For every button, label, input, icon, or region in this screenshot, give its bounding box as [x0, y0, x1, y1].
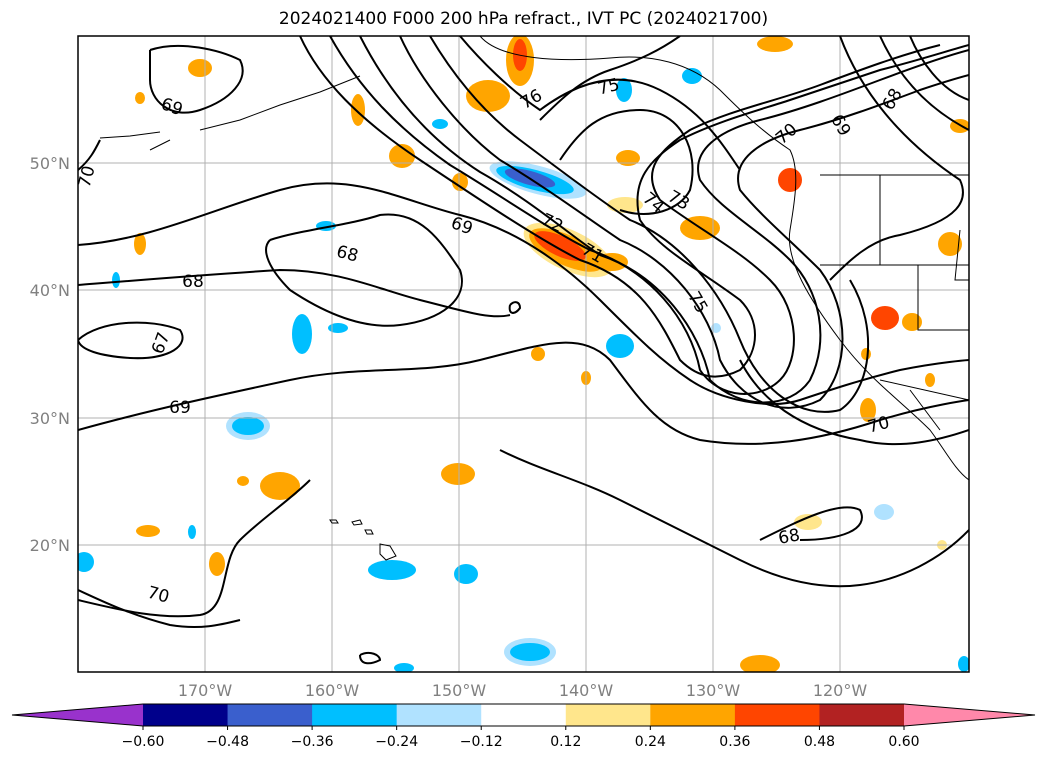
contour-label: 69 — [169, 398, 191, 418]
gridlines — [78, 36, 969, 672]
lon-label-150w: 150°W — [432, 681, 487, 700]
shading-patch — [860, 398, 876, 422]
shading-patch — [260, 472, 300, 500]
contour-label: 68 — [777, 525, 802, 548]
lon-label-130w: 130°W — [686, 681, 741, 700]
colorbar-tick-label: 0.24 — [635, 734, 666, 750]
contour-lines — [78, 36, 969, 665]
shading-patch — [958, 656, 969, 672]
shading-patch — [607, 197, 643, 213]
shading-patch — [209, 552, 225, 576]
lat-label-40n: 40°N — [30, 281, 70, 300]
shading-patch — [778, 168, 802, 192]
shading-patch — [682, 68, 702, 84]
lon-label-140w: 140°W — [559, 681, 614, 700]
shading-patch — [606, 334, 634, 358]
shading-patch — [237, 476, 249, 486]
lon-label-170w: 170°W — [178, 681, 233, 700]
contour-label: 70 — [75, 164, 100, 190]
shading-patch — [112, 272, 120, 288]
shading-patch — [135, 92, 145, 104]
shading-patch — [871, 306, 899, 330]
shading-patch — [78, 552, 94, 572]
colorbar-tick-label: 0.12 — [550, 734, 581, 750]
colorbar-extend-left — [12, 704, 143, 726]
colorbar-segment — [227, 704, 313, 726]
colorbar-segment — [481, 704, 567, 726]
colorbar-segment — [650, 704, 736, 726]
shading-patch — [902, 313, 922, 331]
colorbar-segment — [143, 704, 229, 726]
lon-label-120w: 120°W — [813, 681, 868, 700]
shading-patch — [466, 80, 510, 112]
shading-patch — [394, 663, 414, 672]
shading-patch — [328, 323, 348, 333]
colorbar-tick-label: −0.24 — [375, 734, 418, 750]
shading-patch — [531, 347, 545, 361]
shading-patch — [368, 560, 416, 580]
lat-label-30n: 30°N — [30, 409, 70, 428]
lat-label-20n: 20°N — [30, 536, 70, 555]
map-title: 2024021400 F000 200 hPa refract., IVT PC… — [278, 9, 769, 29]
shading-patch — [938, 232, 962, 256]
shading-patch — [134, 233, 146, 255]
contour-label: 68 — [182, 272, 204, 292]
colorbar-extend-right — [904, 704, 1035, 726]
colorbar-tick-label: −0.36 — [291, 734, 334, 750]
shading-patch — [441, 463, 475, 485]
colorbar-segment — [565, 704, 651, 726]
hawaii-islands — [329, 519, 397, 561]
latitude-labels: 50°N 40°N 30°N 20°N — [30, 154, 70, 555]
shading-patch — [136, 525, 160, 537]
shading-layer — [78, 36, 969, 672]
shading-patch — [232, 417, 264, 435]
shading-patch — [757, 36, 793, 52]
shading-patch — [188, 59, 212, 77]
shading-patch — [452, 173, 468, 191]
shading-patch — [740, 655, 780, 672]
shading-patch — [454, 564, 478, 584]
colorbar-tick-label: −0.60 — [122, 734, 165, 750]
shading-patch — [351, 94, 365, 126]
lon-label-160w: 160°W — [305, 681, 360, 700]
shading-patch — [794, 514, 822, 530]
colorbar-tick-label: 0.60 — [888, 734, 919, 750]
shading-patch — [188, 525, 196, 539]
colorbar-tick-label: −0.12 — [460, 734, 503, 750]
map-area: 69 70 68 68 67 69 69 68 72 71 73 74 75 7… — [75, 36, 969, 672]
colorbar: −0.60 −0.48 −0.36 −0.24 −0.12 0.12 0.24 0.36 0.4… — [11, 703, 1036, 750]
shading-patch — [861, 348, 871, 360]
map-frame — [77, 35, 970, 673]
shading-patch — [925, 373, 935, 387]
shading-patch — [616, 150, 640, 166]
shading-patch — [510, 643, 550, 661]
shading-patch — [616, 78, 632, 102]
lat-label-50n: 50°N — [30, 154, 70, 173]
shading-patch — [432, 119, 448, 129]
shading-patch — [389, 144, 415, 168]
colorbar-segment — [734, 704, 820, 726]
shading-patch — [292, 314, 312, 354]
colorbar-tick-label: 0.48 — [804, 734, 835, 750]
colorbar-tick-label: −0.48 — [206, 734, 249, 750]
colorbar-segment — [819, 704, 905, 726]
colorbar-tick-label: 0.36 — [719, 734, 750, 750]
shading-patch — [874, 504, 894, 520]
longitude-labels: 170°W 160°W 150°W 140°W 130°W 120°W — [178, 681, 868, 700]
colorbar-segment — [312, 704, 398, 726]
colorbar-segment — [396, 704, 482, 726]
